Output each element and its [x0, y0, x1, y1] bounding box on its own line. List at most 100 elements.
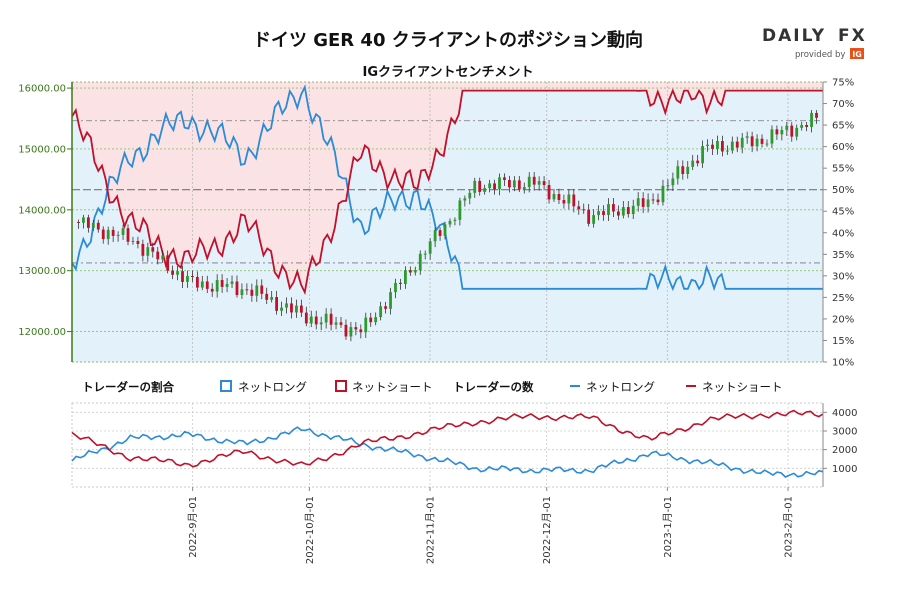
logo-provided-by: provided by: [795, 50, 845, 60]
candle-body: [642, 198, 645, 207]
pct-tick-label: 75%: [832, 78, 854, 89]
candle-body: [354, 327, 357, 329]
candle-body: [384, 306, 387, 308]
pct-tick-label: 20%: [832, 314, 854, 325]
count-tick-label: 4000: [832, 408, 857, 419]
candle-body: [404, 270, 407, 284]
candle-body: [657, 200, 660, 203]
candle-body: [587, 210, 590, 224]
date-tick-label: 2023-2月-01: [782, 496, 794, 558]
candle-body: [741, 138, 744, 148]
candle-body: [647, 199, 650, 206]
candle-body: [548, 185, 551, 199]
price-tick-label: 16000.00: [18, 84, 66, 95]
candle-body: [478, 181, 481, 192]
pct-tick-label: 30%: [832, 271, 854, 282]
candle-body: [731, 142, 734, 151]
candle-body: [696, 161, 699, 164]
candle-body: [122, 228, 125, 235]
count-tick-label: 1000: [832, 464, 857, 475]
candle-body: [533, 177, 536, 185]
candle-body: [226, 284, 229, 287]
candle-body: [330, 314, 333, 325]
candle-body: [231, 282, 234, 284]
candle-body: [97, 223, 100, 230]
candle-body: [746, 136, 749, 137]
candle-body: [439, 230, 442, 236]
candle-body: [483, 188, 486, 192]
candle-body: [394, 283, 397, 292]
candle-body: [513, 180, 516, 187]
date-tick-label: 2022-9月-01: [187, 496, 199, 558]
candle-body: [790, 126, 793, 137]
candle-body: [771, 129, 774, 143]
candle-body: [449, 221, 452, 224]
candle-body: [176, 271, 179, 275]
candle-body: [424, 254, 427, 255]
candle-body: [508, 180, 511, 187]
candle-body: [166, 255, 169, 270]
pct-tick-label: 70%: [832, 99, 854, 110]
candle-body: [379, 306, 382, 317]
date-tick-label: 2022-10月-01: [304, 496, 316, 564]
candle-body: [766, 144, 769, 145]
dailyfx-logo: DAILY FX provided by IG: [762, 26, 867, 60]
candle-body: [117, 235, 120, 236]
candle-body: [805, 125, 808, 127]
legend-short-ratio-swatch: [336, 381, 346, 391]
candle-body: [800, 125, 803, 128]
candle-body: [275, 297, 278, 311]
candle-body: [305, 313, 308, 324]
candle-body: [756, 139, 759, 147]
candle-body: [102, 230, 105, 240]
candle-body: [686, 167, 689, 174]
candle-body: [399, 283, 402, 284]
candle-body: [290, 303, 293, 312]
pct-tick-label: 65%: [832, 121, 854, 132]
candle-body: [572, 195, 575, 207]
candle-body: [815, 113, 818, 118]
candle-body: [775, 129, 778, 134]
candle-body: [141, 244, 144, 256]
candle-body: [265, 294, 268, 300]
candle-body: [300, 306, 303, 313]
pct-tick-label: 45%: [832, 207, 854, 218]
candle-body: [206, 281, 209, 288]
sentiment-subtitle: IGクライアントセンチメント: [363, 65, 534, 80]
count-plot-frame: [72, 403, 823, 487]
logo-text-a: DAILY: [762, 26, 826, 46]
candle-body: [563, 200, 566, 203]
legend-long-ratio-swatch: [221, 381, 231, 391]
candle-body: [146, 247, 149, 256]
candle-body: [345, 325, 348, 337]
candle-body: [810, 113, 813, 127]
pct-tick-label: 35%: [832, 250, 854, 261]
candle-body: [137, 241, 140, 244]
legend-short-count-label: ネットショート: [702, 380, 783, 394]
candle-body: [236, 282, 239, 296]
candle-body: [132, 241, 135, 242]
candle-body: [612, 204, 615, 211]
candle-body: [691, 161, 694, 167]
candle-body: [444, 224, 447, 235]
candle-body: [350, 327, 353, 336]
candle-body: [280, 308, 283, 311]
candle-body: [434, 230, 437, 241]
chart-title: ドイツ GER 40 クライアントのポジション動向: [253, 29, 643, 51]
candle-body: [785, 126, 788, 130]
pct-tick-label: 60%: [832, 142, 854, 153]
candle-body: [359, 329, 362, 332]
candle-body: [538, 181, 541, 184]
candle-body: [127, 228, 130, 242]
price-tick-label: 15000.00: [18, 144, 66, 155]
candle-body: [87, 217, 90, 227]
candle-body: [211, 289, 214, 292]
candle-body: [577, 206, 580, 209]
candle-body: [528, 177, 531, 187]
candle-body: [488, 183, 491, 188]
candle-body: [151, 247, 154, 251]
candle-body: [389, 292, 392, 309]
pct-tick-label: 55%: [832, 164, 854, 175]
